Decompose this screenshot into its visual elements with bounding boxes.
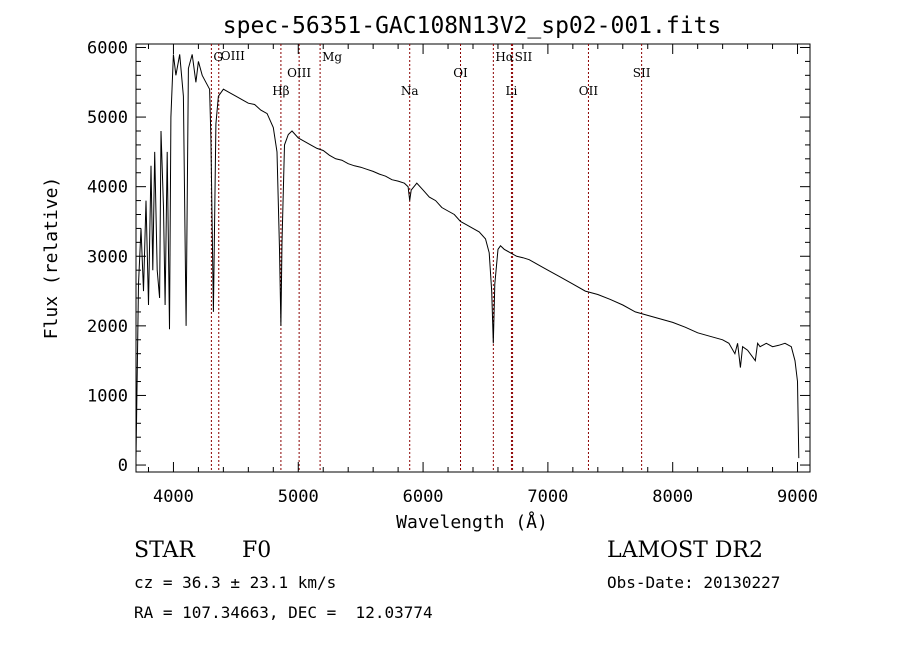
y-tick-label: 0	[118, 456, 128, 476]
spectral-line-label: Hβ	[272, 84, 289, 98]
spectral-line-label: Mg	[322, 50, 342, 64]
spectral-line-label: Li	[506, 84, 518, 98]
y-axis-label: Flux (relative)	[41, 177, 62, 340]
object-type: STAR	[134, 538, 195, 563]
spectral-line-label: OIII	[221, 49, 245, 63]
x-tick-label: 9000	[777, 487, 818, 507]
spectral-line-label: SII	[633, 66, 651, 80]
chart-title: spec-56351-GAC108N13V2_sp02-001.fits	[223, 13, 722, 39]
spectral-line-label: Hα	[495, 50, 514, 64]
x-tick-label: 4000	[153, 487, 194, 507]
y-tick-label: 6000	[87, 38, 128, 58]
subclass: F0	[242, 538, 272, 563]
spectral-line-label: G	[213, 50, 223, 64]
y-axis-ticks: 0 1000 2000 3000 4000 5000 6000	[87, 38, 810, 476]
y-tick-label: 2000	[87, 317, 128, 337]
x-tick-label: 6000	[403, 487, 444, 507]
y-tick-label: 3000	[87, 247, 128, 267]
x-axis-ticks: 4000 5000 6000 7000 8000 9000	[147, 44, 818, 507]
x-axis-label: Wavelength (Å)	[396, 511, 548, 533]
x-tick-label: 5000	[278, 487, 319, 507]
spectrum-chart: spec-56351-GAC108N13V2_sp02-001.fits GOI…	[41, 13, 818, 533]
x-tick-label: 7000	[527, 487, 568, 507]
x-tick-label: 8000	[652, 487, 693, 507]
ra-dec-coordinates: RA = 107.34663, DEC = 12.03774	[134, 603, 433, 622]
spectral-line-label: OIII	[287, 66, 311, 80]
observation-date: Obs-Date: 20130227	[607, 573, 781, 592]
y-tick-label: 4000	[87, 178, 128, 198]
spectral-line-label: OI	[453, 66, 468, 80]
redshift-cz: cz = 36.3 ± 23.1 km/s	[134, 573, 337, 592]
plot-frame	[135, 43, 811, 473]
spectral-line-label: SII	[515, 50, 533, 64]
spectrum-line	[135, 54, 800, 459]
spectral-line-label: Na	[401, 84, 419, 98]
y-tick-label: 1000	[87, 386, 128, 406]
y-tick-label: 5000	[87, 108, 128, 128]
spectral-line-markers	[210, 44, 643, 472]
spectral-line-label: OII	[579, 84, 599, 98]
survey-name: LAMOST DR2	[607, 538, 763, 563]
